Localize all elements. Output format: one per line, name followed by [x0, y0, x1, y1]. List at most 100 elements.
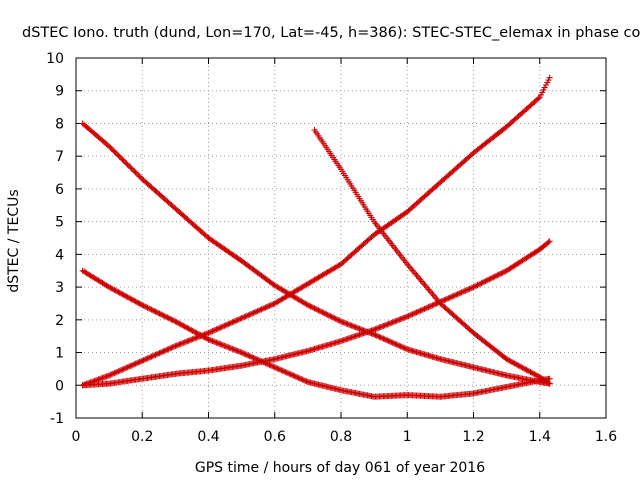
data-point-marker	[106, 284, 113, 291]
data-point-marker	[173, 342, 180, 349]
data-point-marker	[168, 344, 175, 351]
y-tick-label: 6	[55, 182, 64, 198]
data-point-marker	[396, 342, 403, 349]
data-point-marker	[186, 337, 193, 344]
data-point-marker	[149, 353, 156, 360]
data-point-marker	[213, 339, 220, 346]
data-point-marker	[160, 348, 167, 355]
data-point-marker	[153, 309, 160, 316]
data-point-marker	[338, 318, 344, 325]
data-point-marker	[230, 346, 237, 353]
data-point-marker	[451, 292, 458, 299]
data-point-marker	[473, 282, 480, 289]
data-point-marker	[110, 286, 117, 293]
data-point-marker	[192, 335, 199, 342]
data-point-marker	[340, 319, 347, 326]
data-point-marker	[474, 282, 481, 289]
data-point-marker	[156, 350, 163, 357]
data-point-marker	[421, 281, 428, 288]
data-point-marker	[432, 294, 439, 301]
data-point-marker	[136, 358, 143, 365]
data-point-marker	[172, 343, 179, 349]
data-point-marker	[172, 318, 179, 325]
data-point-marker	[147, 306, 154, 313]
data-point-marker	[394, 342, 401, 349]
data-point-marker	[341, 320, 348, 327]
data-point-marker	[119, 366, 126, 373]
data-point-marker	[400, 315, 407, 322]
series-satellite-track-d	[79, 267, 553, 400]
data-point-marker	[135, 359, 142, 366]
data-point-marker	[165, 315, 172, 322]
data-point-marker	[524, 367, 531, 374]
data-point-marker	[458, 289, 465, 296]
data-point-marker	[218, 341, 225, 348]
data-point-marker	[511, 360, 518, 367]
data-point-marker	[233, 317, 240, 324]
data-point-marker	[444, 295, 450, 302]
data-point-marker	[387, 320, 394, 327]
data-point-marker	[254, 308, 261, 315]
data-point-marker	[497, 271, 503, 277]
data-point-marker	[144, 355, 151, 362]
data-point-marker	[425, 286, 432, 293]
data-point-marker	[522, 366, 529, 373]
data-point-marker	[161, 313, 168, 320]
data-point-marker	[491, 273, 498, 280]
y-tick-label: 2	[55, 313, 64, 329]
data-point-marker	[414, 308, 421, 315]
data-point-marker	[118, 290, 125, 297]
data-point-marker	[253, 308, 260, 315]
data-point-marker	[186, 326, 193, 333]
data-point-marker	[425, 304, 432, 311]
data-point-marker	[182, 324, 189, 331]
data-point-marker	[250, 309, 257, 316]
data-point-marker	[111, 286, 118, 293]
data-point-marker	[413, 272, 420, 279]
data-point-marker	[498, 270, 505, 277]
data-point-marker	[453, 291, 460, 298]
data-point-marker	[165, 345, 172, 352]
data-point-marker	[148, 306, 155, 313]
data-point-marker	[314, 306, 321, 313]
series-satellite-track-c	[79, 74, 553, 389]
data-point-marker	[184, 324, 191, 331]
data-point-marker	[417, 276, 424, 283]
data-point-marker	[107, 371, 114, 378]
data-point-marker	[514, 361, 521, 368]
data-point-marker	[171, 343, 178, 350]
data-point-marker	[421, 305, 428, 312]
data-point-marker	[147, 354, 154, 361]
data-point-marker	[393, 341, 400, 348]
data-point-marker	[221, 342, 228, 349]
data-point-marker	[437, 298, 444, 305]
data-point-marker	[119, 156, 126, 163]
data-point-marker	[503, 356, 510, 363]
y-tick-label: 4	[55, 247, 64, 263]
data-point-marker	[200, 333, 207, 340]
data-point-marker	[381, 322, 388, 329]
data-point-marker	[290, 372, 297, 379]
data-point-marker	[188, 327, 195, 334]
data-point-marker	[418, 307, 425, 314]
data-point-marker	[222, 322, 229, 329]
data-point-marker	[420, 280, 427, 287]
data-point-marker	[128, 362, 135, 369]
data-point-marker	[177, 321, 184, 328]
data-point-marker	[424, 284, 431, 291]
data-point-marker	[206, 336, 213, 343]
data-point-marker	[304, 302, 311, 309]
data-point-marker	[226, 344, 233, 351]
data-point-marker	[447, 294, 454, 301]
data-point-marker	[485, 276, 492, 283]
data-point-marker	[239, 314, 246, 321]
data-point-marker	[326, 312, 333, 319]
data-point-marker	[428, 289, 435, 296]
data-point-marker	[504, 356, 511, 363]
data-point-marker	[115, 289, 122, 296]
data-point-marker	[144, 304, 151, 311]
data-point-marker	[217, 324, 224, 331]
data-point-marker	[141, 356, 148, 363]
data-point-marker	[396, 316, 403, 323]
data-point-marker	[129, 297, 136, 304]
